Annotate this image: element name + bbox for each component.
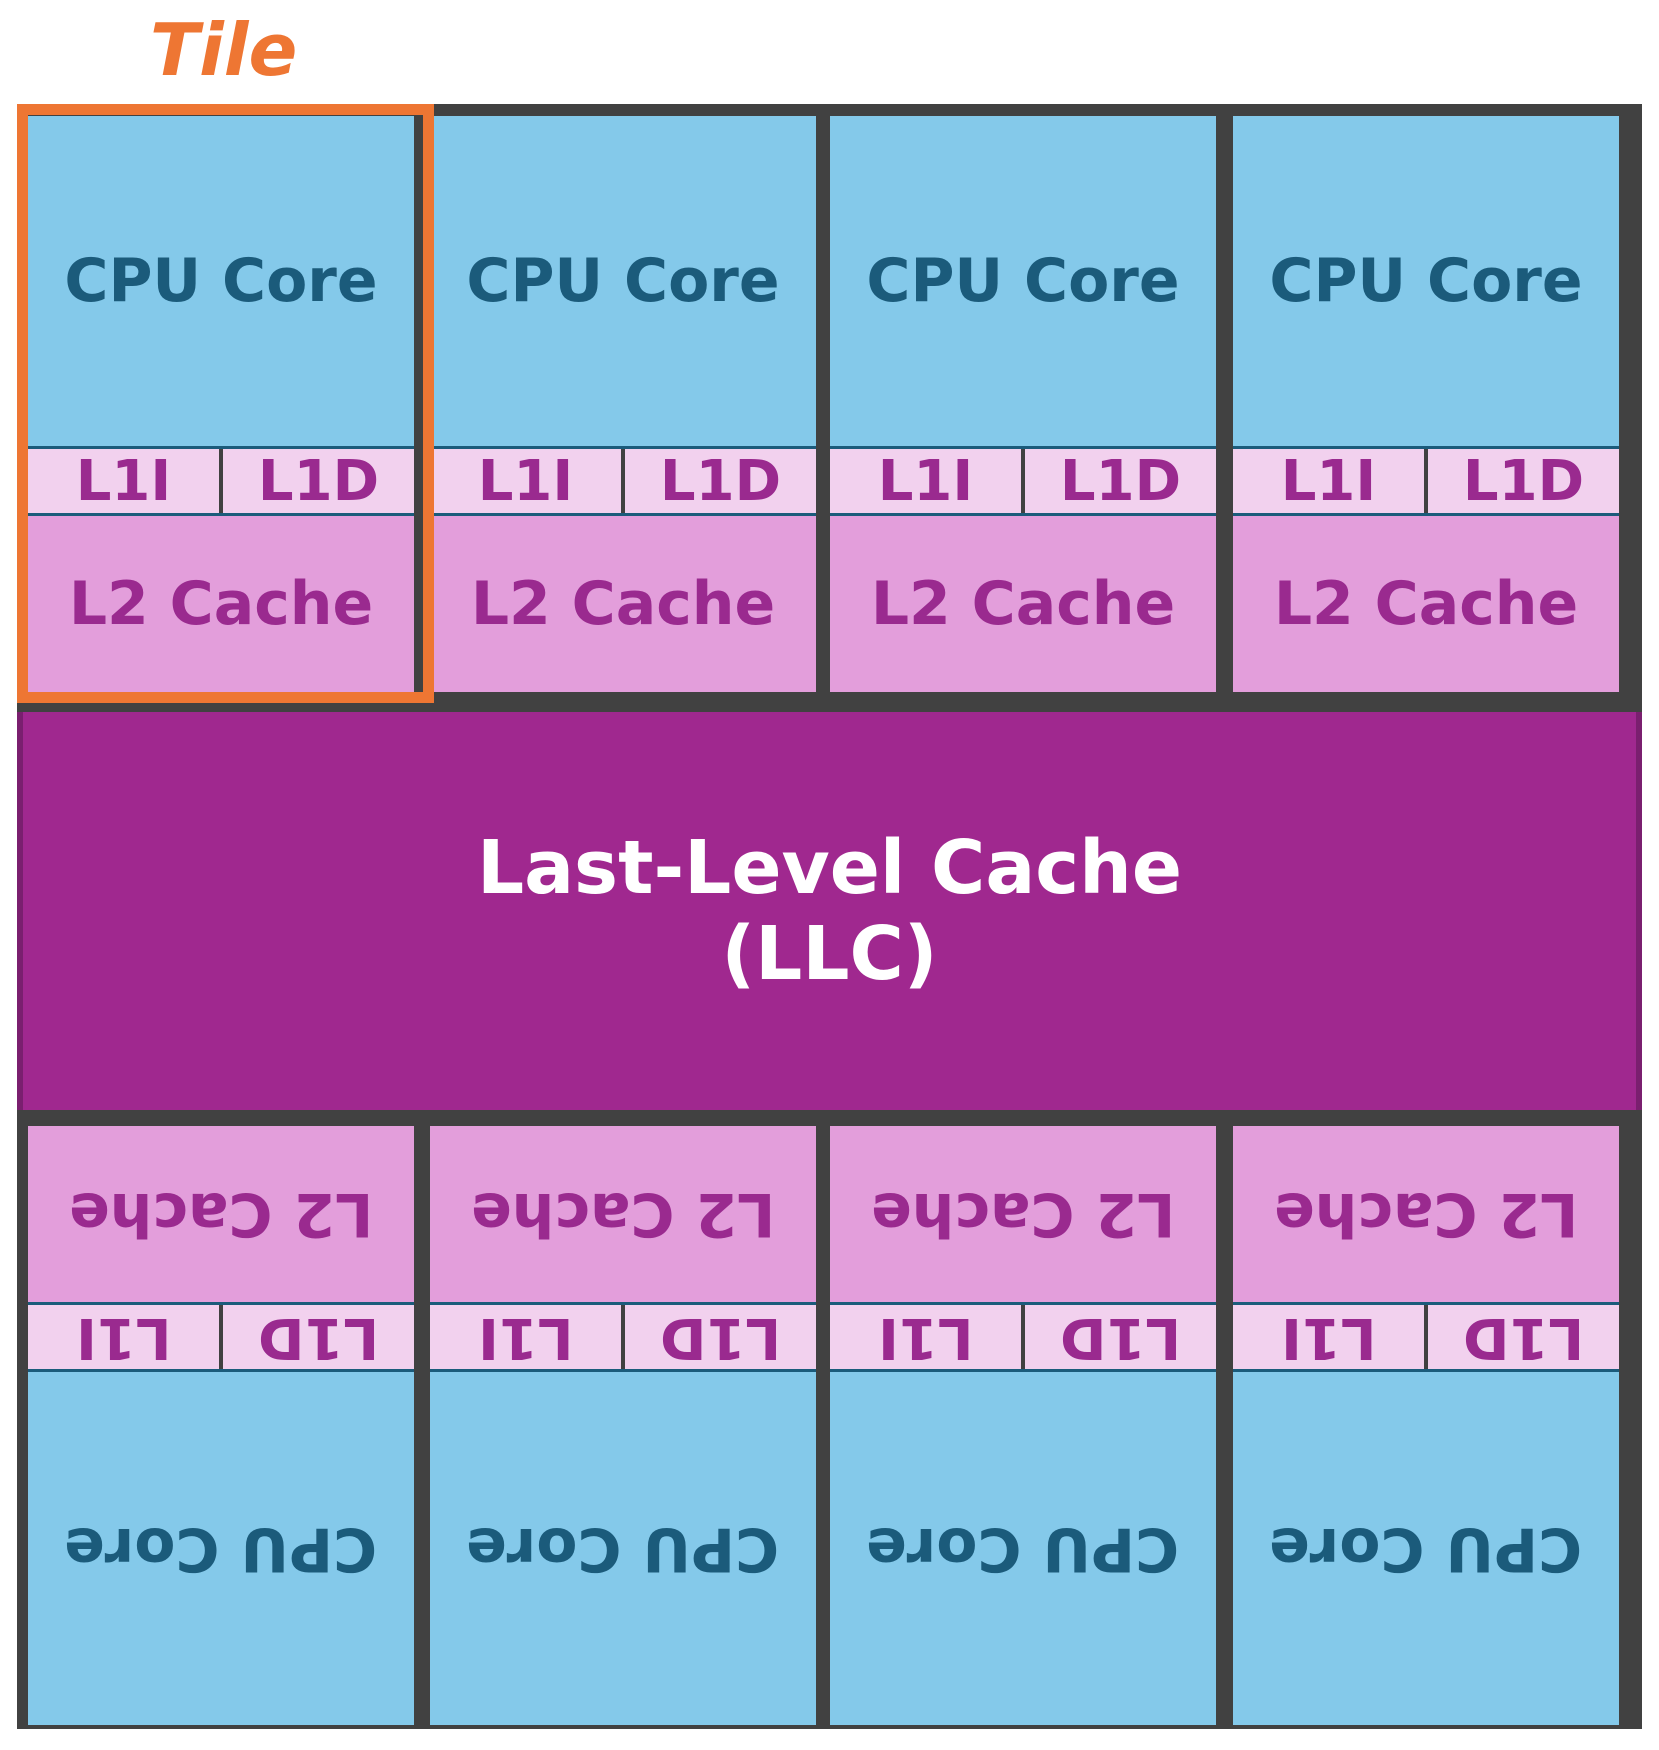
bottom-tile-4: CPU Core L1I L1D L2 Cache — [1233, 1126, 1619, 1725]
l1-cache-row: L1I L1D — [830, 1302, 1216, 1372]
l1-cache-row: L1I L1D — [830, 446, 1216, 516]
tile-label: Tile — [150, 8, 298, 92]
l1d-cache: L1D — [219, 449, 414, 514]
llc-abbreviation: (LLC) — [721, 911, 938, 997]
cpu-core: CPU Core — [1233, 116, 1619, 446]
l1-cache-row: L1I L1D — [430, 446, 816, 516]
l1i-label: L1I — [477, 1304, 574, 1370]
l1d-label: L1D — [659, 1304, 782, 1370]
cpu-core: CPU Core — [1233, 1372, 1619, 1725]
l1-cache-row: L1I L1D — [28, 1302, 414, 1372]
l1i-label: L1I — [75, 1304, 172, 1370]
bottom-tile-3: CPU Core L1I L1D L2 Cache — [830, 1126, 1216, 1725]
l1-cache-row: L1I L1D — [1233, 1302, 1619, 1372]
cpu-core: CPU Core — [430, 1372, 816, 1725]
l1-cache-row: L1I L1D — [1233, 446, 1619, 516]
l1i-cache: L1I — [430, 449, 621, 514]
l1d-label: L1D — [1059, 1304, 1182, 1370]
cpu-core: CPU Core — [28, 1372, 414, 1725]
chip-diagram: CPU Core L1I L1D L2 Cache CPU Core L1I L… — [17, 104, 1642, 1729]
l1i-cache: L1I — [830, 1304, 1021, 1370]
l1i-cache: L1I — [830, 449, 1021, 514]
l1i-cache: L1I — [28, 449, 219, 514]
l1i-cache: L1I — [430, 1304, 621, 1370]
bottom-tile-row: CPU Core L1I L1D L2 Cache CPU Core L1I L… — [17, 1114, 1642, 1729]
top-tile-4: CPU Core L1I L1D L2 Cache — [1233, 116, 1619, 692]
l1i-cache: L1I — [1233, 449, 1424, 514]
l2-cache: L2 Cache — [430, 516, 816, 692]
l1i-cache: L1I — [28, 1304, 219, 1370]
l2-label: L2 Cache — [470, 1179, 776, 1249]
cpu-core: CPU Core — [830, 116, 1216, 446]
l1i-cache: L1I — [1233, 1304, 1424, 1370]
top-tile-1: CPU Core L1I L1D L2 Cache — [28, 116, 414, 692]
last-level-cache: Last-Level Cache (LLC) — [17, 712, 1642, 1110]
l1d-cache: L1D — [1021, 449, 1216, 514]
llc-title: Last-Level Cache — [476, 825, 1183, 911]
cpu-core-label: CPU Core — [466, 1513, 780, 1584]
l1d-cache: L1D — [1424, 1304, 1619, 1370]
l1i-label: L1I — [1280, 1304, 1377, 1370]
cpu-core: CPU Core — [430, 116, 816, 446]
l1d-cache: L1D — [1424, 449, 1619, 514]
l1d-cache: L1D — [621, 1304, 816, 1370]
l1d-cache: L1D — [219, 1304, 414, 1370]
cpu-core-label: CPU Core — [866, 1513, 1180, 1584]
l2-label: L2 Cache — [68, 1179, 374, 1249]
l1d-label: L1D — [257, 1304, 380, 1370]
l1i-label: L1I — [877, 1304, 974, 1370]
l2-cache: L2 Cache — [830, 516, 1216, 692]
l1d-cache: L1D — [1021, 1304, 1216, 1370]
l1d-label: L1D — [1462, 1304, 1585, 1370]
top-tile-row: CPU Core L1I L1D L2 Cache CPU Core L1I L… — [17, 104, 1642, 696]
l2-label: L2 Cache — [1273, 1179, 1579, 1249]
cpu-core-label: CPU Core — [64, 1513, 378, 1584]
l1-cache-row: L1I L1D — [430, 1302, 816, 1372]
l2-cache: L2 Cache — [1233, 516, 1619, 692]
bottom-tile-1: CPU Core L1I L1D L2 Cache — [28, 1126, 414, 1725]
l1-cache-row: L1I L1D — [28, 446, 414, 516]
cpu-core: CPU Core — [830, 1372, 1216, 1725]
l2-cache: L2 Cache — [430, 1126, 816, 1302]
l2-label: L2 Cache — [870, 1179, 1176, 1249]
bottom-tile-2: CPU Core L1I L1D L2 Cache — [430, 1126, 816, 1725]
top-tile-3: CPU Core L1I L1D L2 Cache — [830, 116, 1216, 692]
l2-cache: L2 Cache — [28, 516, 414, 692]
l1d-cache: L1D — [621, 449, 816, 514]
cpu-core-label: CPU Core — [1269, 1513, 1583, 1584]
l2-cache: L2 Cache — [1233, 1126, 1619, 1302]
l2-cache: L2 Cache — [28, 1126, 414, 1302]
l2-cache: L2 Cache — [830, 1126, 1216, 1302]
cpu-core: CPU Core — [28, 116, 414, 446]
top-tile-2: CPU Core L1I L1D L2 Cache — [430, 116, 816, 692]
